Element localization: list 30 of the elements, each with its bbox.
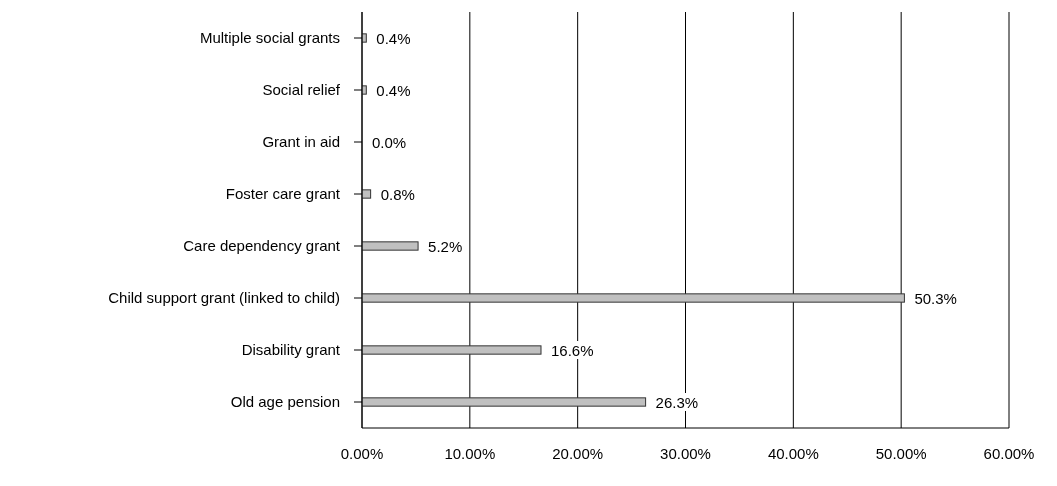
bar — [362, 397, 647, 407]
data-label: 0.8% — [380, 185, 415, 203]
bar — [362, 241, 419, 251]
x-tick-label: 60.00% — [983, 444, 1035, 462]
y-tick-label: Old age pension — [230, 393, 340, 411]
x-tick-label: 40.00% — [767, 444, 819, 462]
y-tick-label: Grant in aid — [262, 133, 340, 151]
bar — [362, 189, 372, 199]
x-tick-label: 50.00% — [875, 444, 927, 462]
data-label: 5.2% — [428, 237, 463, 255]
data-label: 16.6% — [551, 341, 594, 359]
bar — [362, 293, 905, 303]
data-label: 0.4% — [376, 81, 411, 99]
bar — [362, 345, 542, 355]
data-label: 0.0% — [372, 133, 407, 151]
bar — [362, 33, 367, 43]
y-tick-label: Care dependency grant — [183, 237, 341, 255]
y-tick-label: Child support grant (linked to child) — [108, 289, 340, 307]
y-tick-label: Social relief — [262, 81, 341, 99]
data-label: 26.3% — [655, 393, 699, 411]
data-label: 0.4% — [376, 29, 411, 47]
x-tick-label: 20.00% — [552, 444, 604, 462]
data-label: 50.3% — [914, 289, 957, 307]
x-tick-label: 30.00% — [660, 444, 711, 462]
y-tick-label: Disability grant — [241, 341, 341, 359]
bar — [362, 85, 367, 95]
y-tick-label: Foster care grant — [225, 185, 341, 203]
x-tick-label: 0.00% — [340, 444, 384, 462]
x-tick-label: 10.00% — [444, 444, 496, 462]
y-tick-label: Multiple social grants — [199, 29, 340, 47]
